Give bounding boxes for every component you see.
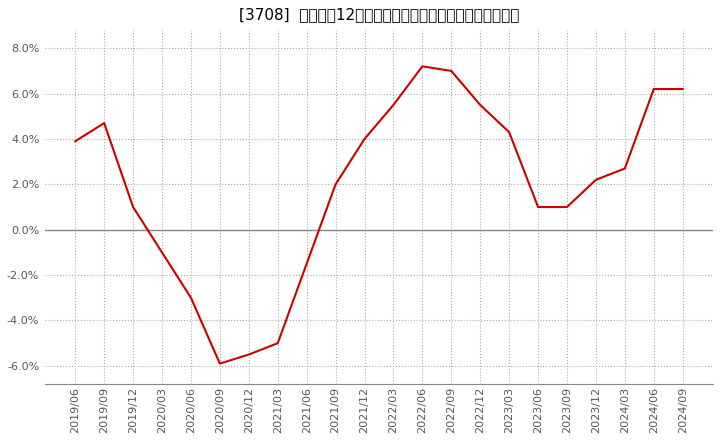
Title: [3708]  売上高の12か月移動合計の対前年同期増減率の推移: [3708] 売上高の12か月移動合計の対前年同期増減率の推移 xyxy=(239,7,519,22)
